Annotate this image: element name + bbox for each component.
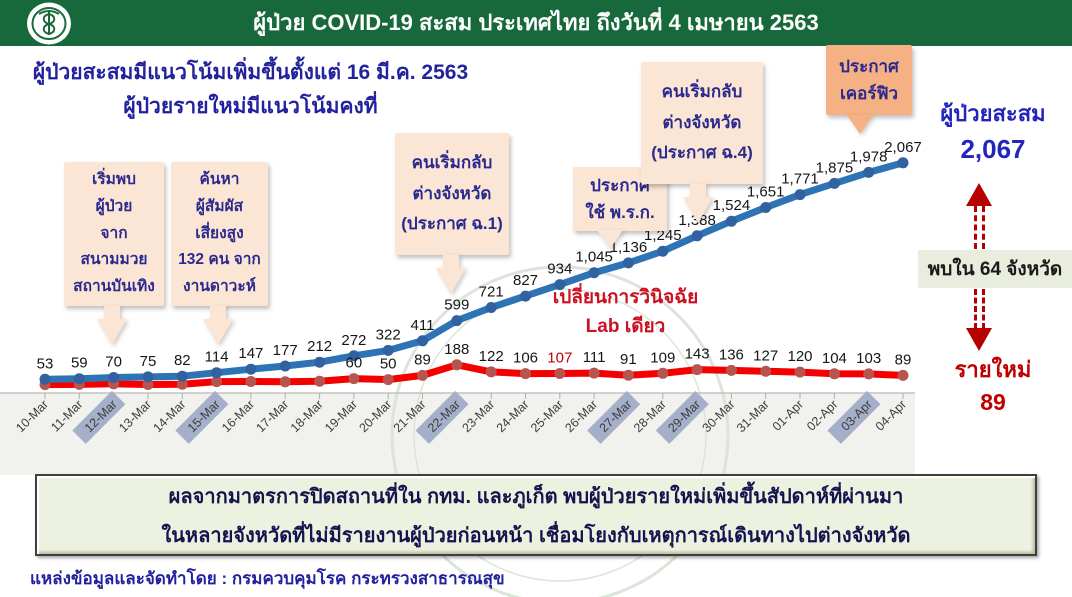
- annotation-emergency-decree: ประกาศ ใช้ พ.ร.ก.: [573, 167, 667, 231]
- annotation-return-provinces-1: คนเริ่มกลับ ต่างจังหวัด (ประกาศ ฉ.1): [395, 133, 509, 255]
- svg-text:114: 114: [205, 349, 229, 366]
- annotation-curfew: ประกาศ เคอร์ฟิว: [826, 45, 912, 115]
- svg-text:89: 89: [414, 351, 431, 368]
- page-title: ผู้ป่วย COVID-19 สะสม ประเทศไทย ถึงวันที…: [253, 10, 819, 35]
- svg-text:1,978: 1,978: [850, 148, 888, 165]
- svg-text:599: 599: [444, 297, 469, 314]
- ministry-of-public-health-logo-icon: [27, 2, 71, 45]
- annotation-return-provinces-4: คนเริ่มกลับ ต่างจังหวัด (ประกาศ ฉ.4): [641, 62, 763, 184]
- svg-text:136: 136: [719, 346, 744, 363]
- arrow-up-icon: [966, 183, 992, 206]
- annotation-arrow-22mar: [436, 255, 466, 294]
- svg-text:721: 721: [479, 284, 504, 301]
- svg-text:70: 70: [105, 354, 122, 371]
- svg-text:91: 91: [620, 351, 637, 368]
- svg-text:1,045: 1,045: [575, 249, 613, 266]
- svg-text:106: 106: [513, 350, 538, 367]
- provinces-badge: พบใน 64 จังหวัด: [918, 250, 1072, 288]
- diagnosis-change-note-line2: Lab เดียว: [585, 316, 666, 338]
- svg-text:53: 53: [37, 355, 54, 372]
- svg-text:89: 89: [895, 351, 912, 368]
- svg-text:322: 322: [376, 326, 401, 343]
- annotation-arrow-29mar: [683, 184, 713, 223]
- svg-text:827: 827: [513, 272, 538, 289]
- cumulative-cases-value: 2,067: [960, 134, 1026, 164]
- svg-text:103: 103: [856, 350, 881, 367]
- svg-text:1,524: 1,524: [713, 197, 751, 214]
- svg-text:109: 109: [650, 349, 675, 366]
- cumulative-cases-label: ผู้ป่วยสะสม: [940, 101, 1046, 126]
- summary-note-line2: ในหลายจังหวัดที่ไม่มีรายงานผู้ป่วยก่อนหน…: [161, 524, 911, 547]
- header-bar: ผู้ป่วย COVID-19 สะสม ประเทศไทย ถึงวันที…: [0, 0, 1072, 46]
- svg-text:2,067: 2,067: [884, 139, 922, 156]
- svg-text:934: 934: [547, 261, 572, 278]
- svg-text:272: 272: [341, 332, 366, 349]
- svg-text:1,875: 1,875: [816, 159, 854, 176]
- svg-text:147: 147: [238, 345, 263, 362]
- svg-text:212: 212: [307, 338, 332, 355]
- svg-text:120: 120: [787, 348, 812, 365]
- svg-text:1,771: 1,771: [781, 171, 819, 188]
- dashed-stem-lower: [974, 289, 985, 329]
- svg-text:411: 411: [411, 317, 435, 334]
- svg-text:1,245: 1,245: [644, 227, 682, 244]
- diagnosis-change-note: เปลี่ยนการวินิจฉัย Lab เดียว: [538, 283, 713, 342]
- svg-text:188: 188: [444, 341, 469, 358]
- svg-text:104: 104: [822, 350, 847, 367]
- svg-text:122: 122: [479, 348, 504, 365]
- svg-text:111: 111: [583, 349, 606, 366]
- dashed-stem-upper: [974, 206, 985, 249]
- new-cases-value: 89: [980, 389, 1006, 415]
- svg-text:75: 75: [140, 353, 157, 370]
- subtitle-trend-cumulative: ผู้ป่วยสะสมมีแนวโน้มเพิ่มขึ้นตั้งแต่ 16 …: [32, 61, 469, 84]
- annotation-arrow-12mar: [97, 306, 127, 345]
- svg-text:60: 60: [346, 355, 363, 372]
- summary-note-line1: ผลจากมาตรการปิดสถานที่ใน กทม. และภูเก็ต …: [168, 485, 904, 508]
- svg-text:82: 82: [174, 352, 191, 369]
- svg-text:177: 177: [273, 342, 298, 359]
- svg-text:1,651: 1,651: [747, 184, 785, 201]
- annotation-arrow-26mar: [597, 230, 623, 249]
- svg-text:127: 127: [753, 347, 778, 364]
- svg-text:50: 50: [380, 356, 397, 373]
- data-source-credit: แหล่งข้อมูลและจัดทำโดย : กรมควบคุมโรค กร…: [30, 569, 505, 588]
- subtitle-trend-new: ผู้ป่วยรายใหม่มีแนวโน้มคงที่: [123, 95, 378, 118]
- covid-line-chart: 10-Mar11-Mar12-Mar13-Mar14-Mar15-Mar16-M…: [0, 139, 922, 597]
- annotation-arrow-03apr: [847, 115, 873, 134]
- svg-text:59: 59: [71, 355, 88, 372]
- summary-note-box: ผลจากมาตรการปิดสถานที่ใน กทม. และภูเก็ต …: [35, 474, 1037, 556]
- annotation-boxing-stadium: เริ่มพบ ผู้ป่วย จาก สนามมวย สถานบันเทิง: [64, 162, 164, 306]
- annotation-contact-tracing: ค้นหา ผู้สัมผัส เสี่ยงสูง 132 คน จาก งาน…: [171, 162, 268, 306]
- svg-text:143: 143: [685, 346, 710, 363]
- new-cases-label: รายใหม่: [954, 357, 1032, 382]
- arrow-down-icon: [966, 328, 992, 351]
- svg-text:107: 107: [547, 350, 572, 367]
- diagnosis-change-note-line1: เปลี่ยนการวินิจฉัย: [552, 287, 699, 308]
- annotation-arrow-15mar: [203, 306, 233, 345]
